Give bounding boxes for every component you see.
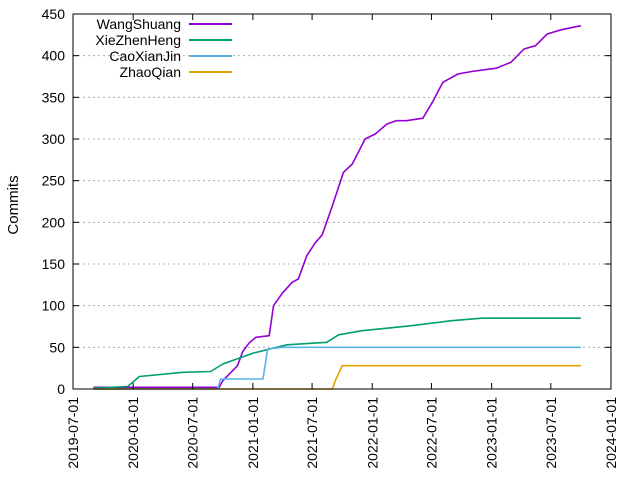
x-tick-label: 2023-07-01 — [543, 397, 559, 469]
y-tick-label: 150 — [42, 256, 66, 272]
y-tick-label: 100 — [42, 298, 66, 314]
series-line-wangshuang — [93, 24, 582, 389]
legend-label-zhaoqian: ZhaoQian — [120, 64, 181, 80]
x-tick-label: 2023-01-01 — [484, 397, 500, 469]
y-axis-title: Commits — [5, 175, 22, 234]
grid-lines — [73, 55, 611, 348]
x-axis: 2019-07-01 2020-01-01 2020-07-01 2021-01-01… — [65, 14, 619, 469]
y-tick-label: 0 — [57, 381, 65, 397]
x-tick-label: 2021-07-01 — [304, 397, 320, 469]
series-line-xiezhenheng — [93, 317, 581, 389]
x-tick-label: 2020-07-01 — [185, 397, 201, 469]
legend-label-caoxianjin: CaoXianJin — [109, 48, 181, 64]
series-lines — [93, 24, 582, 390]
legend-label-wangshuang: WangShuang — [97, 16, 181, 32]
series-line-zhaoqian — [93, 364, 581, 390]
legend-label-xiezhenheng: XieZhenHeng — [95, 32, 181, 48]
x-tick-label: 2021-01-01 — [245, 397, 261, 469]
y-axis: 0 50 100 150 200 250 300 350 400 450 — [42, 6, 611, 397]
x-tick-label: 2019-07-01 — [65, 397, 81, 469]
y-tick-label: 350 — [42, 89, 66, 105]
series-line-caoxianjin — [93, 346, 581, 390]
y-tick-label: 450 — [42, 6, 66, 22]
x-tick-label: 2024-01-01 — [603, 397, 619, 469]
y-tick-label: 400 — [42, 48, 66, 64]
plot-frame — [72, 13, 612, 390]
x-tick-label: 2022-07-01 — [423, 397, 439, 469]
x-tick-label: 2022-01-01 — [364, 397, 380, 469]
y-tick-label: 250 — [42, 173, 66, 189]
x-tick-label: 2020-01-01 — [125, 397, 141, 469]
y-tick-label: 200 — [42, 214, 66, 230]
y-tick-label: 300 — [42, 131, 66, 147]
y-tick-label: 50 — [49, 339, 65, 355]
